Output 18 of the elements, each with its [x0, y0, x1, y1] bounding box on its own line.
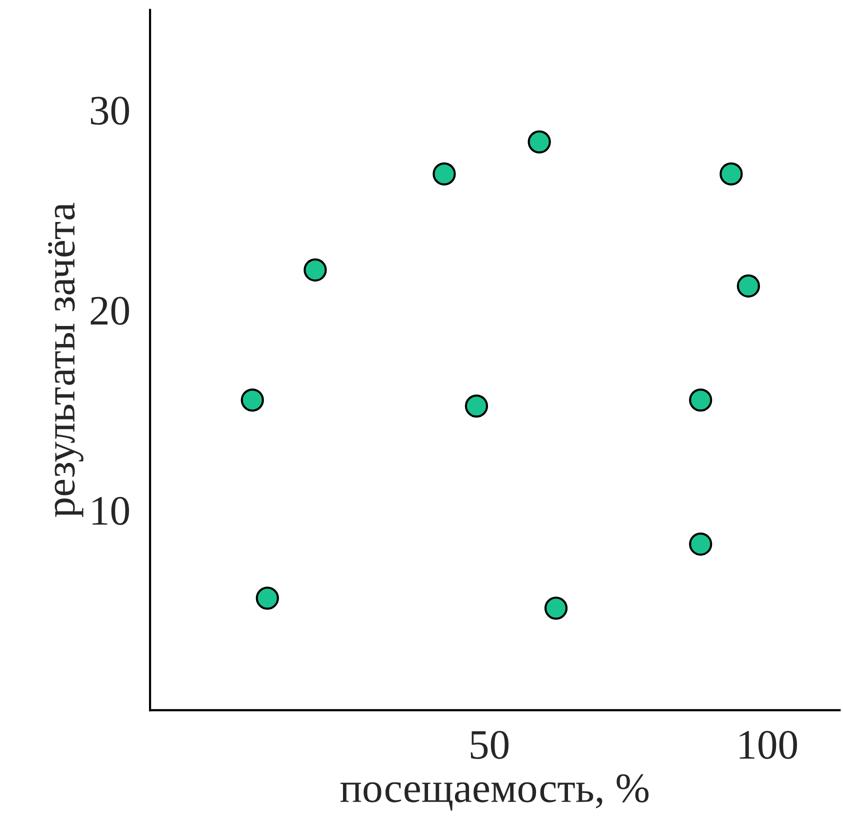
point [689, 388, 712, 412]
point [544, 596, 568, 620]
y-tick-label: 30 [90, 96, 130, 125]
point [689, 532, 712, 556]
y-axis-title: результаты зачёта [48, 202, 84, 518]
point [528, 130, 551, 154]
point [256, 586, 279, 610]
point [464, 394, 488, 418]
y-tick-label: 20 [90, 296, 130, 325]
y-tick-label: 10 [92, 496, 130, 525]
point [240, 388, 264, 412]
x-tick-label: 100 [740, 730, 797, 759]
point [432, 162, 456, 186]
point [736, 274, 760, 298]
x-axis-title: посещаемость, % [340, 774, 649, 811]
point [720, 162, 743, 186]
x-tick-label: 50 [470, 730, 509, 759]
point [304, 258, 327, 282]
